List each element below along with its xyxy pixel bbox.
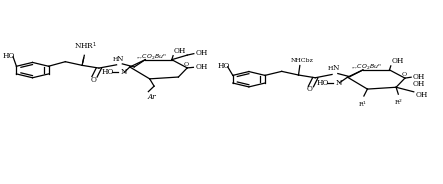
Text: ,,,$CO_2Bu^n$: ,,,$CO_2Bu^n$ (136, 52, 167, 61)
Text: O: O (184, 62, 189, 67)
Text: OH: OH (413, 73, 425, 81)
Text: N: N (117, 55, 123, 63)
Text: N: N (120, 68, 127, 77)
Text: N: N (336, 79, 342, 87)
Text: HO: HO (317, 79, 329, 87)
Text: OH: OH (174, 47, 187, 55)
Text: R$^1$: R$^1$ (358, 99, 367, 109)
Text: HO: HO (218, 62, 230, 70)
Text: N: N (332, 64, 339, 72)
Text: O: O (90, 76, 96, 84)
Text: NHR$^1$: NHR$^1$ (74, 41, 97, 52)
Text: OH: OH (392, 57, 404, 65)
Text: HO: HO (101, 68, 113, 77)
Text: OH: OH (195, 63, 207, 71)
Text: O: O (307, 85, 312, 93)
Text: H: H (328, 66, 334, 71)
Text: Ar: Ar (148, 93, 156, 100)
Text: R$^2$: R$^2$ (394, 98, 403, 107)
Text: ,,,$CO_2Bu^n$: ,,,$CO_2Bu^n$ (351, 62, 383, 71)
Text: HO: HO (3, 52, 15, 60)
Text: NHCbz: NHCbz (291, 58, 314, 63)
Text: OH: OH (413, 80, 425, 88)
Text: OH: OH (196, 49, 208, 57)
Text: OH: OH (416, 91, 428, 99)
Text: O: O (401, 72, 407, 77)
Text: H: H (113, 56, 118, 61)
